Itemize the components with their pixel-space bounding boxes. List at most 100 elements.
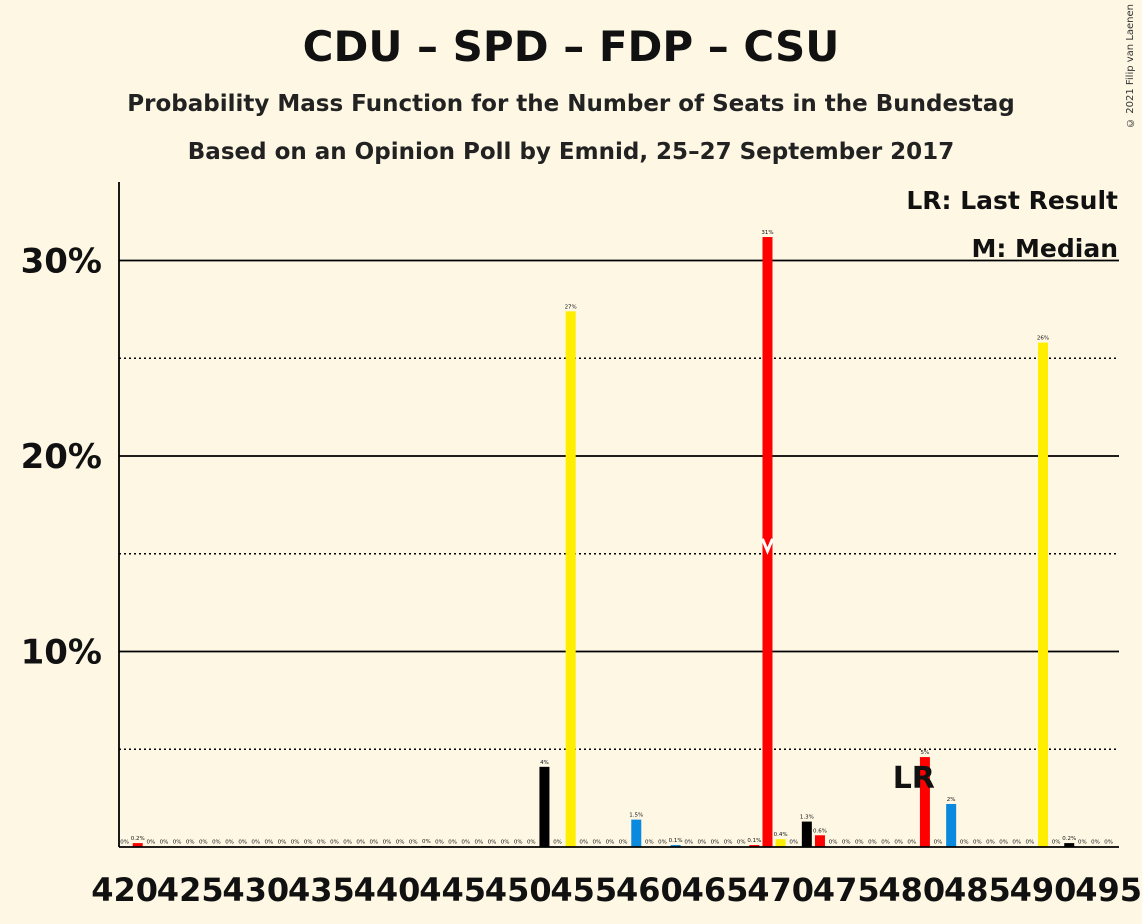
bar-value-label: 0% (474, 840, 483, 846)
bar-value-label: 0% (317, 840, 326, 846)
bar-value-label: 0% (593, 840, 602, 846)
bar-value-label: 0.1% (747, 838, 761, 844)
bar-value-label: 0% (999, 840, 1008, 846)
bar-value-label: 0% (356, 840, 365, 846)
median-marker (761, 538, 774, 555)
bar-value-label: 0% (907, 840, 916, 846)
bar-value-label: 0% (986, 840, 995, 846)
bar-value-label: 0% (225, 840, 234, 846)
bar (919, 757, 930, 847)
bar-value-label: 0% (553, 840, 562, 846)
bar-value-label: 0% (120, 840, 129, 846)
bar-value-label: 0% (1012, 840, 1021, 846)
bar-value-label: 0% (737, 840, 746, 846)
bar-value-label: 0% (278, 840, 287, 846)
bar-value-label: 0% (960, 840, 969, 846)
bar (1064, 843, 1075, 847)
bar (775, 839, 786, 847)
bar-value-label: 0% (698, 840, 707, 846)
bar (801, 821, 812, 847)
bar-value-label: 0% (461, 840, 470, 846)
bar-value-label: 0% (1104, 840, 1113, 846)
x-tick-label: 445 (419, 871, 486, 909)
bar-value-label: 0% (330, 840, 339, 846)
bar-value-label: 0% (934, 840, 943, 846)
bar-value-label: 0% (265, 840, 274, 846)
bar-value-label: 0% (842, 840, 851, 846)
x-tick-label: 450 (485, 871, 552, 909)
y-tick-label: 20% (21, 437, 102, 477)
bar-value-label: 4% (540, 760, 549, 766)
bar-value-label: 0% (1078, 840, 1087, 846)
bar (814, 835, 825, 847)
bar-value-label: 0% (684, 840, 693, 846)
x-tick-label: 485 (944, 871, 1011, 909)
bar-value-label: 26% (1037, 336, 1049, 342)
bar-value-label: 0% (409, 840, 418, 846)
bar-value-label: 0% (199, 840, 208, 846)
bar-value-label: 1.5% (629, 813, 643, 819)
bar (670, 845, 681, 847)
x-tick-label: 455 (550, 871, 617, 909)
bar-value-label: 0% (514, 840, 523, 846)
x-tick-label: 465 (682, 871, 749, 909)
bar (946, 803, 957, 847)
bar-value-label: 0% (1052, 840, 1061, 846)
bar-value-label: 31% (761, 230, 773, 236)
bar-value-label: 0% (396, 840, 405, 846)
bar-value-label: 0% (160, 840, 169, 846)
x-tick-label: 480 (878, 871, 945, 909)
axes: 10%20%30%4204254304354404454504554604654… (21, 182, 1142, 909)
bar-value-label: 0% (251, 840, 260, 846)
bar-value-label: 0% (173, 840, 182, 846)
bar-value-label: 0% (527, 840, 536, 846)
bar-value-label: 0% (789, 840, 798, 846)
grid-lines (119, 259, 1119, 751)
x-tick-label: 430 (222, 871, 289, 909)
y-tick-label: 10% (21, 633, 102, 673)
x-tick-label: 425 (157, 871, 224, 909)
bar-value-label: 0% (146, 840, 155, 846)
bar-value-label: 0.6% (813, 828, 827, 834)
bar-value-label: 0% (658, 840, 667, 846)
legend-last-result: LR: Last Result (906, 186, 1118, 215)
bar-value-label: 0% (435, 840, 444, 846)
bar (762, 237, 773, 848)
x-tick-label: 440 (354, 871, 421, 909)
chart-subtitle: Probability Mass Function for the Number… (127, 91, 1015, 117)
bar-value-label: 0% (606, 840, 615, 846)
bar (631, 819, 642, 847)
x-tick-label: 475 (813, 871, 880, 909)
bar-value-label: 0.2% (131, 836, 145, 842)
legend-median: M: Median (971, 234, 1118, 263)
last-result-marker: LR (893, 761, 935, 796)
bar (132, 843, 143, 847)
x-tick-label: 470 (747, 871, 814, 909)
bars (132, 237, 1075, 848)
bar (565, 311, 576, 848)
bar (1038, 342, 1048, 847)
bar-value-label: 0% (212, 840, 221, 846)
bar-value-label: 0% (304, 840, 313, 846)
bar-value-label: 0% (448, 840, 457, 846)
bar-value-label: 0% (186, 840, 195, 846)
bar-value-label: 0.2% (1062, 836, 1076, 842)
x-tick-label: 490 (1010, 871, 1077, 909)
bar-value-label: 0% (881, 840, 890, 846)
bar-value-label: 0% (711, 840, 720, 846)
bar-value-label: 0% (724, 840, 733, 846)
chart-subtitle-source: Based on an Opinion Poll by Emnid, 25–27… (187, 139, 955, 165)
bar-value-label: 0% (488, 840, 497, 846)
bar-value-label: 0% (383, 840, 392, 846)
bar-value-label: 0% (343, 840, 352, 846)
x-tick-label: 420 (91, 871, 158, 909)
chart-title: CDU – SPD – FDP – CSU (302, 22, 840, 71)
bar-value-label: 0% (579, 840, 588, 846)
bar (749, 845, 760, 847)
bar-value-label: 0% (501, 840, 510, 846)
x-tick-label: 495 (1075, 871, 1142, 909)
bar-value-label: 1.3% (800, 815, 814, 821)
labels: 0%0.2%0% 0% 0% 0% 0% 0% 0% 0% 0% 0% 0% 0% 0% 0% 0% 0% 0%… (120, 230, 1113, 846)
bar-value-label: 0% (868, 840, 877, 846)
